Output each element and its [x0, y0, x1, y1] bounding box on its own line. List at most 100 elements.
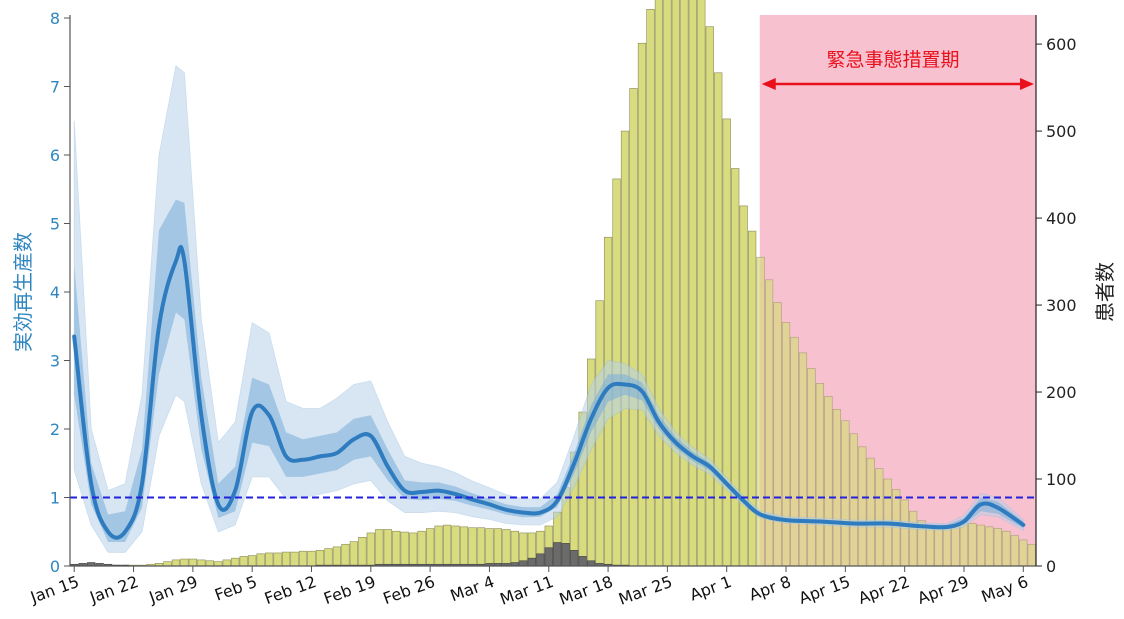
bar-patients: [705, 26, 714, 567]
left-tick-label: 3: [50, 352, 60, 371]
bar-patients: [663, 0, 672, 567]
bar-patients: [1002, 530, 1011, 567]
bar-patients: [976, 524, 986, 567]
x-tick-label: Feb 5: [212, 572, 259, 605]
bar-patients: [341, 543, 350, 567]
bar-patients: [637, 42, 647, 567]
bar-patients: [409, 532, 418, 567]
bar-patients: [290, 551, 299, 567]
x-tick-label: Jan 29: [146, 572, 201, 607]
left-tick-label: 6: [50, 146, 60, 165]
bar-patients: [468, 527, 477, 567]
x-tick-label: Mar 4: [448, 572, 497, 605]
bar-patients: [824, 396, 833, 567]
bar-patients: [832, 409, 841, 567]
bar-patients: [256, 553, 265, 567]
right-tick-label: 300: [1046, 296, 1077, 315]
bar-patients: [205, 560, 214, 567]
left-tick-label: 7: [50, 78, 60, 97]
bar-patients: [197, 559, 206, 567]
bar-imported: [519, 560, 528, 567]
x-tick-label: Apr 8: [747, 572, 794, 605]
right-tick-label: 500: [1046, 122, 1077, 141]
bar-imported: [527, 557, 536, 567]
annotation-text: 緊急事態措置期: [826, 49, 959, 71]
left-tick-label: 2: [50, 420, 60, 439]
bar-patients: [629, 88, 638, 567]
left-tick-label: 5: [50, 215, 60, 234]
bar-patients: [485, 528, 494, 567]
bar-patients: [739, 205, 748, 567]
bar-patients: [476, 527, 486, 567]
x-tick-label: Jan 15: [27, 572, 82, 607]
band-layer: [73, 65, 1024, 553]
x-tick-label: May 6: [979, 572, 1031, 606]
bar-imported: [553, 542, 562, 567]
left-tick-label: 0: [50, 557, 60, 576]
bar-patients: [849, 433, 858, 567]
x-tick-label: Feb 12: [262, 572, 319, 608]
annotation: 緊急事態措置期: [761, 49, 1034, 90]
bar-patients: [671, 0, 680, 567]
bar-patients: [781, 322, 791, 567]
bar-imported: [561, 543, 570, 567]
bar-patients: [866, 457, 875, 567]
bar-patients: [875, 468, 884, 567]
bar-patients: [248, 555, 257, 567]
bar-patients: [1019, 539, 1028, 567]
x-tick-label: Mar 11: [497, 572, 556, 609]
bar-patients: [239, 556, 248, 567]
bar-patients: [214, 561, 223, 567]
bar-patients: [841, 420, 850, 567]
bar-patients: [925, 524, 935, 567]
bar-patients: [1027, 543, 1036, 567]
bar-patients: [942, 524, 952, 567]
bar-patients: [502, 529, 511, 567]
bar-patients: [273, 552, 282, 567]
bar-patients: [722, 118, 731, 567]
bar-patients: [171, 559, 181, 567]
annotation-arrow-head-left: [761, 78, 776, 90]
bar-patients: [366, 532, 375, 567]
bar-patients: [324, 548, 333, 567]
bar-patients: [349, 541, 358, 567]
bar-patients: [222, 559, 231, 567]
bar-patients: [281, 551, 291, 567]
bar-patients: [756, 256, 765, 567]
bar-patients: [620, 130, 630, 567]
bar-patients: [400, 531, 409, 567]
bar-patients: [383, 529, 392, 567]
bar-patients: [442, 524, 452, 567]
bar-imported: [544, 547, 553, 567]
bar-patients: [798, 352, 808, 567]
bar-patients: [375, 529, 384, 567]
bar-patients: [188, 558, 197, 567]
bar-patients: [417, 530, 426, 567]
bar-patients: [493, 528, 503, 567]
bar-patients: [688, 0, 697, 567]
right-tick-label: 200: [1046, 383, 1077, 402]
bar-patients: [332, 546, 342, 567]
x-tick-label: Apr 29: [915, 572, 971, 608]
x-tick-label: Feb 19: [321, 572, 378, 608]
bar-patients: [459, 526, 469, 567]
bar-patients: [315, 550, 325, 567]
x-tick-label: Apr 22: [856, 572, 912, 608]
bar-patients: [807, 368, 816, 567]
bar-patients: [985, 526, 994, 567]
bar-patients: [748, 230, 757, 567]
bar-patients: [968, 523, 977, 567]
bar-patients: [180, 558, 189, 567]
bar-imported: [570, 550, 579, 567]
right-tick-label: 0: [1046, 557, 1056, 576]
bar-patients: [815, 383, 825, 567]
confidence-band-outer: [73, 65, 1024, 553]
bar-imported: [536, 553, 545, 567]
bar-patients: [434, 525, 443, 567]
left-tick-label: 1: [50, 489, 60, 508]
bar-patients: [993, 528, 1002, 567]
bar-patients: [714, 72, 723, 567]
x-tick-label: Mar 18: [557, 572, 616, 609]
bar-patients: [392, 530, 401, 567]
